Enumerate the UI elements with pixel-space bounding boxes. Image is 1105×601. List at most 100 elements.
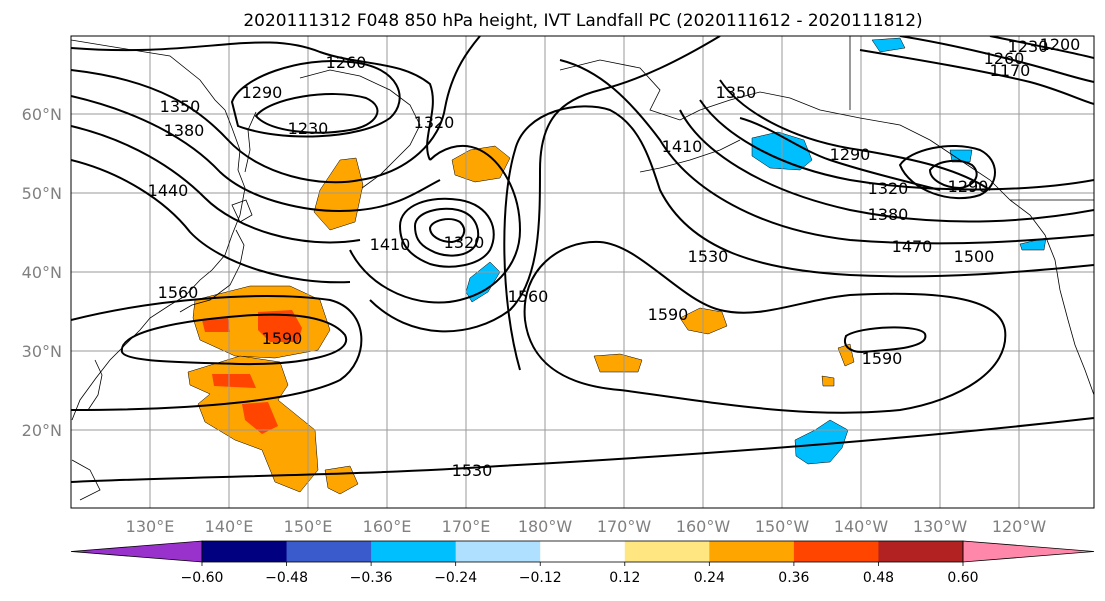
contour-label: 1350 [160, 97, 201, 116]
contour-label: 1290 [948, 177, 989, 196]
contour-line-1230 [899, 36, 1094, 83]
coastline-hokkaido [231, 199, 253, 223]
contour-labels: 1260 1290 1230 1350 1380 1440 1320 1410 … [148, 35, 1081, 480]
contour-label: 1590 [862, 349, 903, 368]
graticule [71, 36, 1094, 508]
colorbar-segment [793, 541, 879, 562]
coastline-asia-east [71, 109, 246, 421]
contour-line [369, 36, 721, 333]
contour-label: 1590 [262, 329, 303, 348]
contour-label: 1530 [688, 247, 729, 266]
contour-line-1530-south [71, 417, 1094, 483]
map-frame [70, 35, 1095, 509]
contour-line-1530 [503, 105, 1094, 371]
ivt-core [202, 318, 230, 332]
contour-label: 1230 [1008, 37, 1049, 56]
contour-label: 1410 [370, 235, 411, 254]
contour-label: 1290 [830, 145, 871, 164]
lon-tick: 170°W [597, 517, 652, 536]
longitude-ticks: 130°E 140°E 150°E 160°E 170°E 180°W 170°… [126, 517, 1047, 536]
contour-label: 1560 [158, 283, 199, 302]
contour-line [254, 93, 379, 134]
contour-line [230, 60, 401, 138]
contour-label: 1590 [648, 305, 689, 324]
contour-line [71, 36, 481, 184]
contour-line-1200 [989, 36, 1094, 59]
contour-label: 1380 [164, 121, 205, 140]
lon-tick: 160°E [363, 517, 412, 536]
contour-label: 1350 [716, 83, 757, 102]
ivt-core [258, 310, 302, 342]
colorbar-tick-label: 0.48 [863, 570, 894, 586]
lon-tick: 140°E [205, 517, 254, 536]
ivt-patch [794, 419, 849, 465]
contour-line-1380 [719, 79, 991, 191]
colorbar-extend-high [962, 540, 1095, 563]
contour-label: 1500 [954, 247, 995, 266]
colorbar-segment [624, 541, 710, 562]
coastline-alaska-south [699, 91, 1011, 201]
contour-line-1560 [71, 295, 363, 411]
lon-tick: 120°W [992, 517, 1047, 536]
colorbar-tick-label: −0.12 [519, 570, 562, 586]
contour-line [71, 125, 361, 244]
colorbar-extend-low [70, 540, 203, 563]
lat-tick: 30°N [22, 342, 62, 361]
contour-line-1470 [679, 109, 1094, 223]
colorbar-tick-label: −0.24 [434, 570, 477, 586]
contour-line [349, 144, 522, 304]
latitude-ticks: 60°N 50°N 40°N 30°N 20°N [22, 105, 62, 440]
contour-line-1410 [699, 99, 1094, 191]
coastline-north-america [1009, 199, 1094, 396]
contour-label: 1560 [508, 287, 549, 306]
contour-line [413, 207, 480, 257]
ivt-patch [949, 149, 973, 163]
contour-line-1590-east [844, 326, 927, 354]
lon-tick: 130°E [126, 517, 175, 536]
contour-low-alaska-inner [928, 159, 978, 190]
lat-tick: 50°N [22, 184, 62, 203]
colorbar-segment [540, 541, 626, 562]
ivt-patch [821, 375, 835, 387]
lon-tick: 170°E [442, 517, 491, 536]
coastline-japan [179, 229, 245, 313]
colorbar-segment [202, 541, 288, 562]
lon-tick: 150°W [755, 517, 810, 536]
colorbar-tick-label: −0.48 [265, 570, 308, 586]
contour-label: 1380 [868, 205, 909, 224]
colorbar-tick-label: −0.36 [350, 570, 393, 586]
lat-tick: 20°N [22, 421, 62, 440]
contour-line [71, 41, 434, 161]
contour-line-1590-west [120, 313, 348, 366]
colorbar-segment [878, 541, 964, 562]
lat-tick: 60°N [22, 105, 62, 124]
contour-label: 1230 [288, 119, 329, 138]
contour-label: 1170 [990, 61, 1031, 80]
contour-label: 1320 [444, 233, 485, 252]
ivt-patch [871, 37, 906, 53]
contour-line-1350 [739, 117, 941, 191]
contour-line-1560-east [523, 240, 1007, 414]
contour-line [398, 197, 495, 268]
contour-label: 1470 [892, 237, 933, 256]
contour-label: 1320 [868, 179, 909, 198]
contour-label: 1290 [242, 83, 283, 102]
contour-line [428, 218, 466, 244]
contour-low-alaska [898, 144, 996, 200]
ivt-strong-positive-shading [202, 310, 302, 434]
map-panel: 1260 1290 1230 1350 1380 1440 1320 1410 … [70, 35, 1095, 509]
colorbar-tick-label: −0.60 [181, 570, 224, 586]
colorbar-tick-label: 0.36 [778, 570, 809, 586]
lon-tick: 130°W [913, 517, 968, 536]
lon-tick: 180°W [518, 517, 573, 536]
contour-line [71, 159, 351, 284]
ivt-core [212, 374, 256, 388]
coastline-alaska-west [559, 59, 701, 121]
figure-title: 2020111312 F048 850 hPa height, IVT Land… [243, 11, 922, 31]
contour-label: 1200 [1040, 35, 1081, 54]
colorbar-frame [201, 540, 964, 563]
colorbar-segment [371, 541, 457, 562]
contour-label: 1260 [984, 49, 1025, 68]
contour-label: 1410 [662, 137, 703, 156]
lon-tick: 140°W [834, 517, 889, 536]
